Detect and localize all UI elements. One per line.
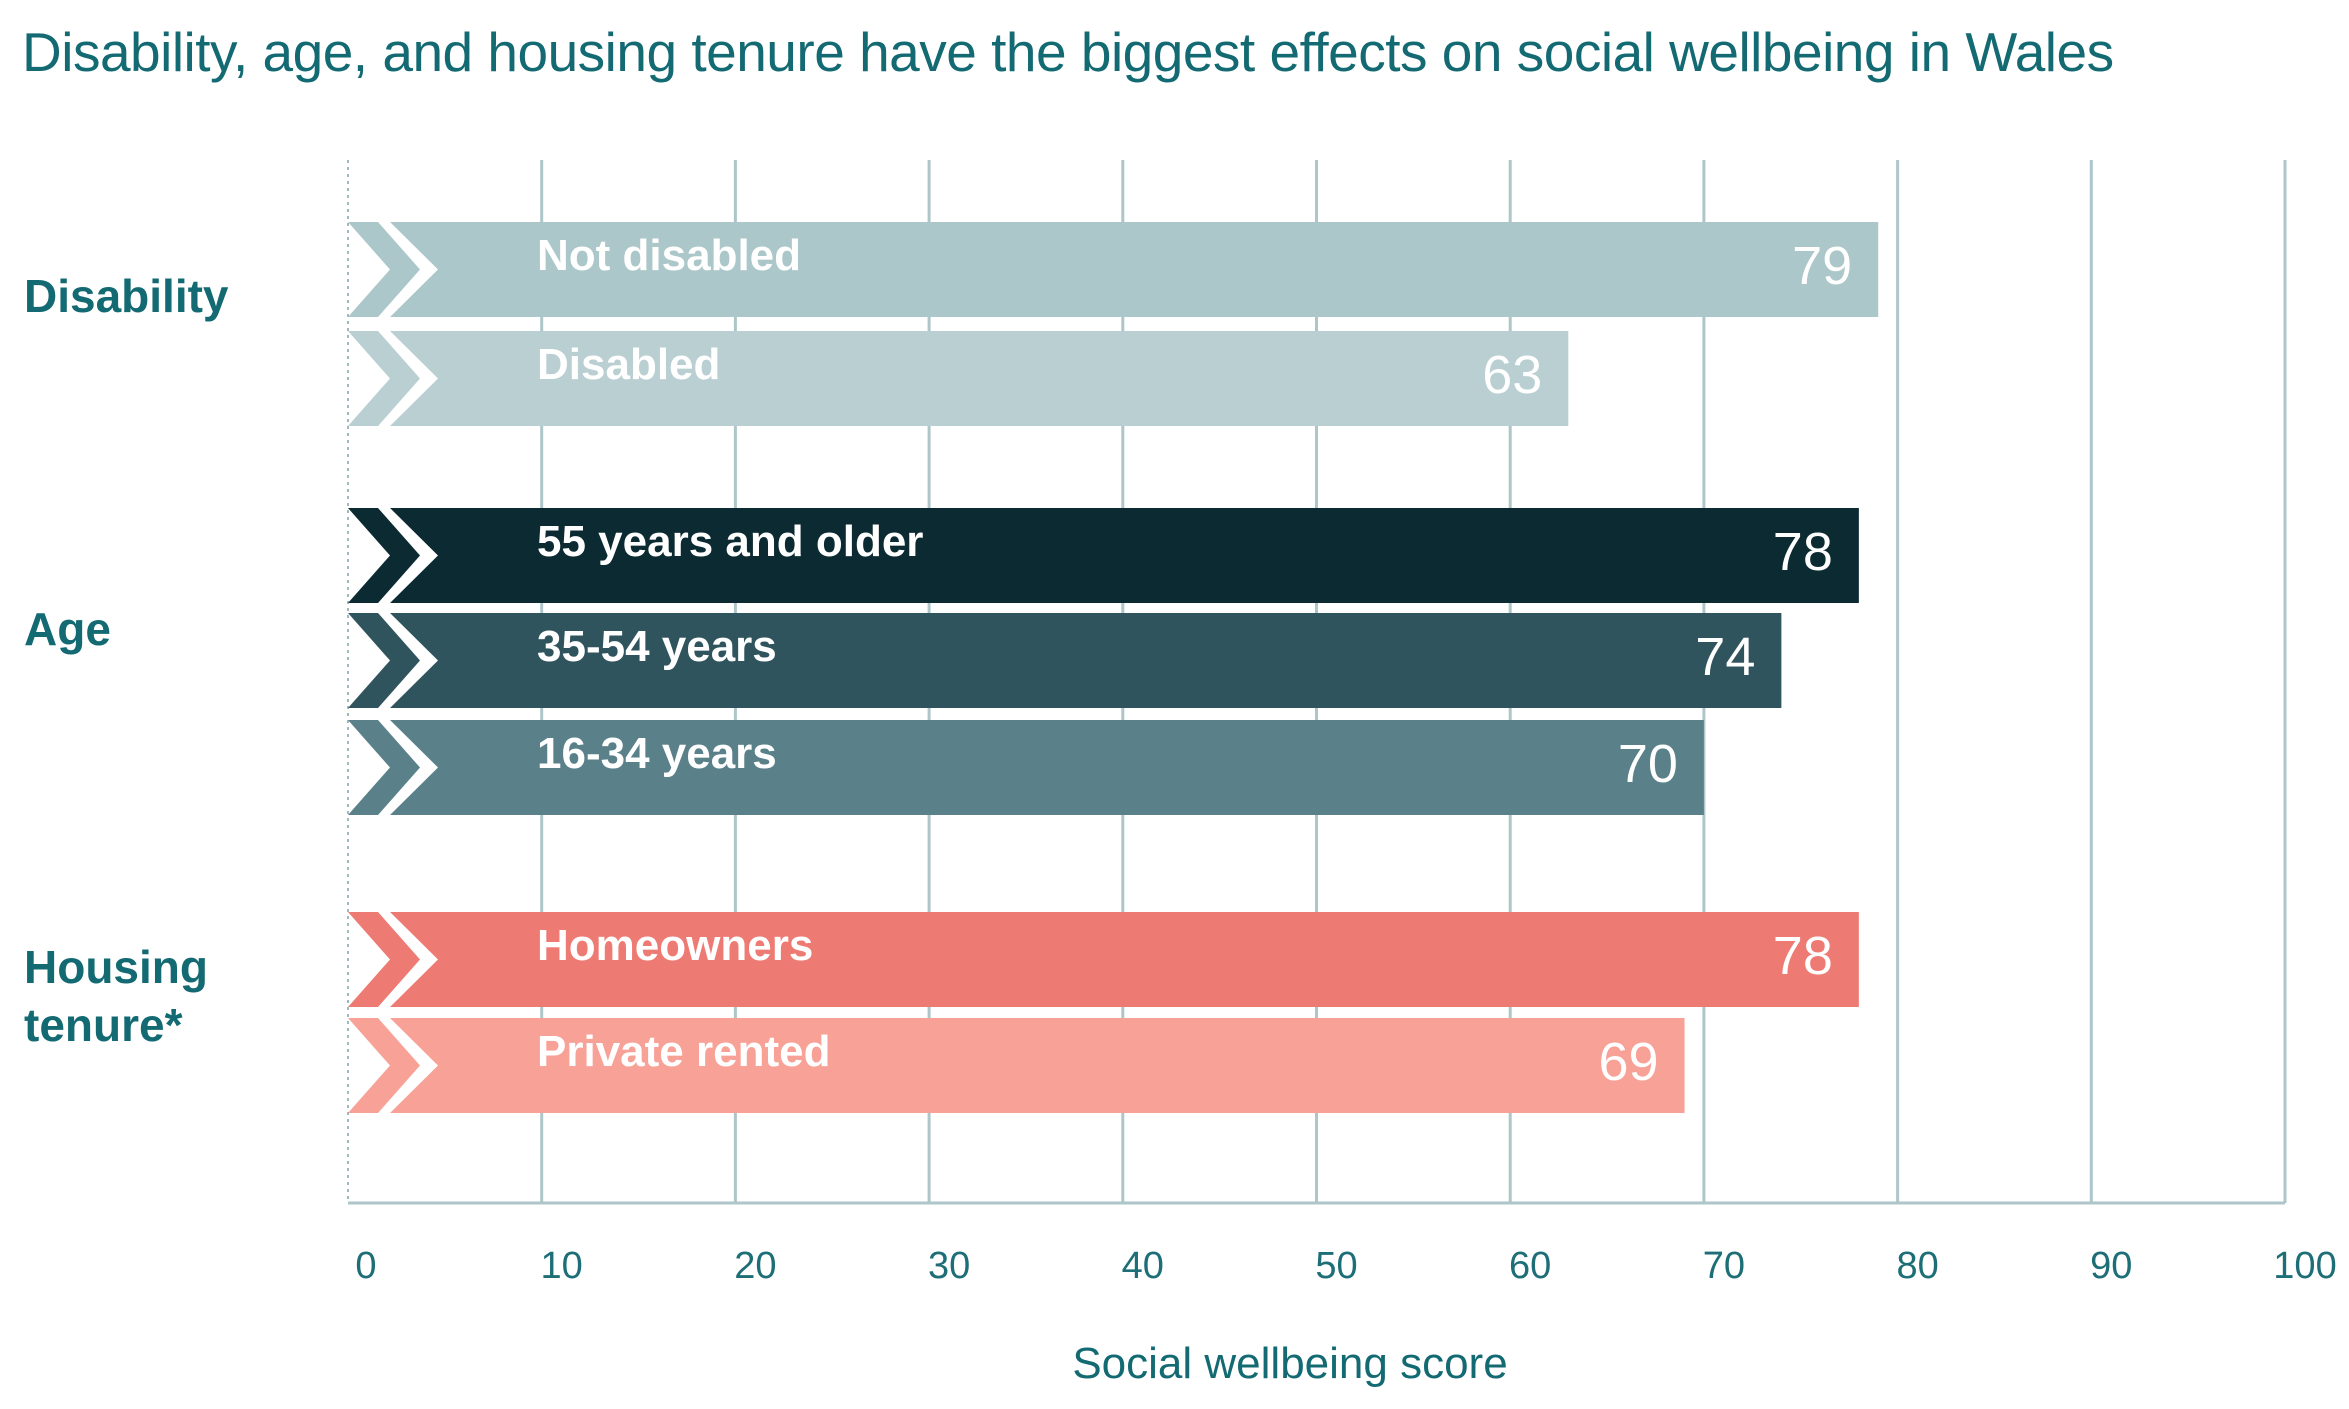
bar-label: 55 years and older xyxy=(537,517,923,566)
bar-label: Homeowners xyxy=(537,921,813,970)
x-tick-label: 100 xyxy=(2273,1245,2336,1287)
bar-chevron xyxy=(348,613,420,708)
x-axis-title: Social wellbeing score xyxy=(1072,1339,1507,1388)
bar-chevron xyxy=(348,1018,420,1113)
group-label: Disability xyxy=(24,270,229,322)
x-tick-label: 60 xyxy=(1509,1245,1551,1287)
bar-value-label: 63 xyxy=(1482,345,1542,405)
bar-chevron xyxy=(348,508,420,603)
x-tick-label: 40 xyxy=(1122,1245,1164,1287)
bar-value-label: 70 xyxy=(1618,734,1678,794)
bar-chevron xyxy=(348,912,420,1007)
x-tick-label: 10 xyxy=(541,1245,583,1287)
bar-value-label: 78 xyxy=(1773,522,1833,582)
bar-chevron xyxy=(348,331,420,426)
bar-label: Not disabled xyxy=(537,231,801,280)
chart-title: Disability, age, and housing tenure have… xyxy=(22,21,2114,83)
bars xyxy=(348,222,1879,1113)
x-tick-label: 90 xyxy=(2090,1245,2132,1287)
bar-value-label: 78 xyxy=(1773,926,1833,986)
bar-label: Private rented xyxy=(537,1027,830,1076)
bar-body xyxy=(390,508,1859,603)
bar xyxy=(348,720,1704,815)
x-tick-label: 30 xyxy=(928,1245,970,1287)
bar-body xyxy=(390,222,1879,317)
x-tick-label: 0 xyxy=(355,1245,376,1287)
group-label: Age xyxy=(24,603,111,655)
x-axis: 0 10 20 30 40 50 60 70 80 90 100 Social wellbeing s… xyxy=(348,1201,2337,1388)
x-tick-label: 50 xyxy=(1315,1245,1357,1287)
bar-label: Disabled xyxy=(537,340,720,389)
x-tick-label: 70 xyxy=(1703,1245,1745,1287)
bar-chevron xyxy=(348,222,420,317)
bar-body xyxy=(390,1018,1685,1113)
bar xyxy=(348,508,1859,603)
bar xyxy=(348,222,1879,317)
bar-label: 35-54 years xyxy=(537,622,777,671)
bar-body xyxy=(390,720,1704,815)
bar-body xyxy=(390,331,1569,426)
labels: Disability Not disabled 79 Disabled 63 Age 55 … xyxy=(24,231,1852,1092)
bar xyxy=(348,331,1569,426)
bar xyxy=(348,613,1782,708)
bar-value-label: 74 xyxy=(1695,627,1755,687)
bar xyxy=(348,1018,1685,1113)
bar-value-label: 69 xyxy=(1598,1032,1658,1092)
x-tick-label: 80 xyxy=(1896,1245,1938,1287)
bar-body xyxy=(390,613,1782,708)
bar-chevron xyxy=(348,720,420,815)
bar xyxy=(348,912,1859,1007)
group-label: Housing tenure* xyxy=(24,941,208,1051)
bar-label: 16-34 years xyxy=(537,729,777,778)
bar-value-label: 79 xyxy=(1792,236,1852,296)
x-tick-label: 20 xyxy=(734,1245,776,1287)
bar-body xyxy=(390,912,1859,1007)
